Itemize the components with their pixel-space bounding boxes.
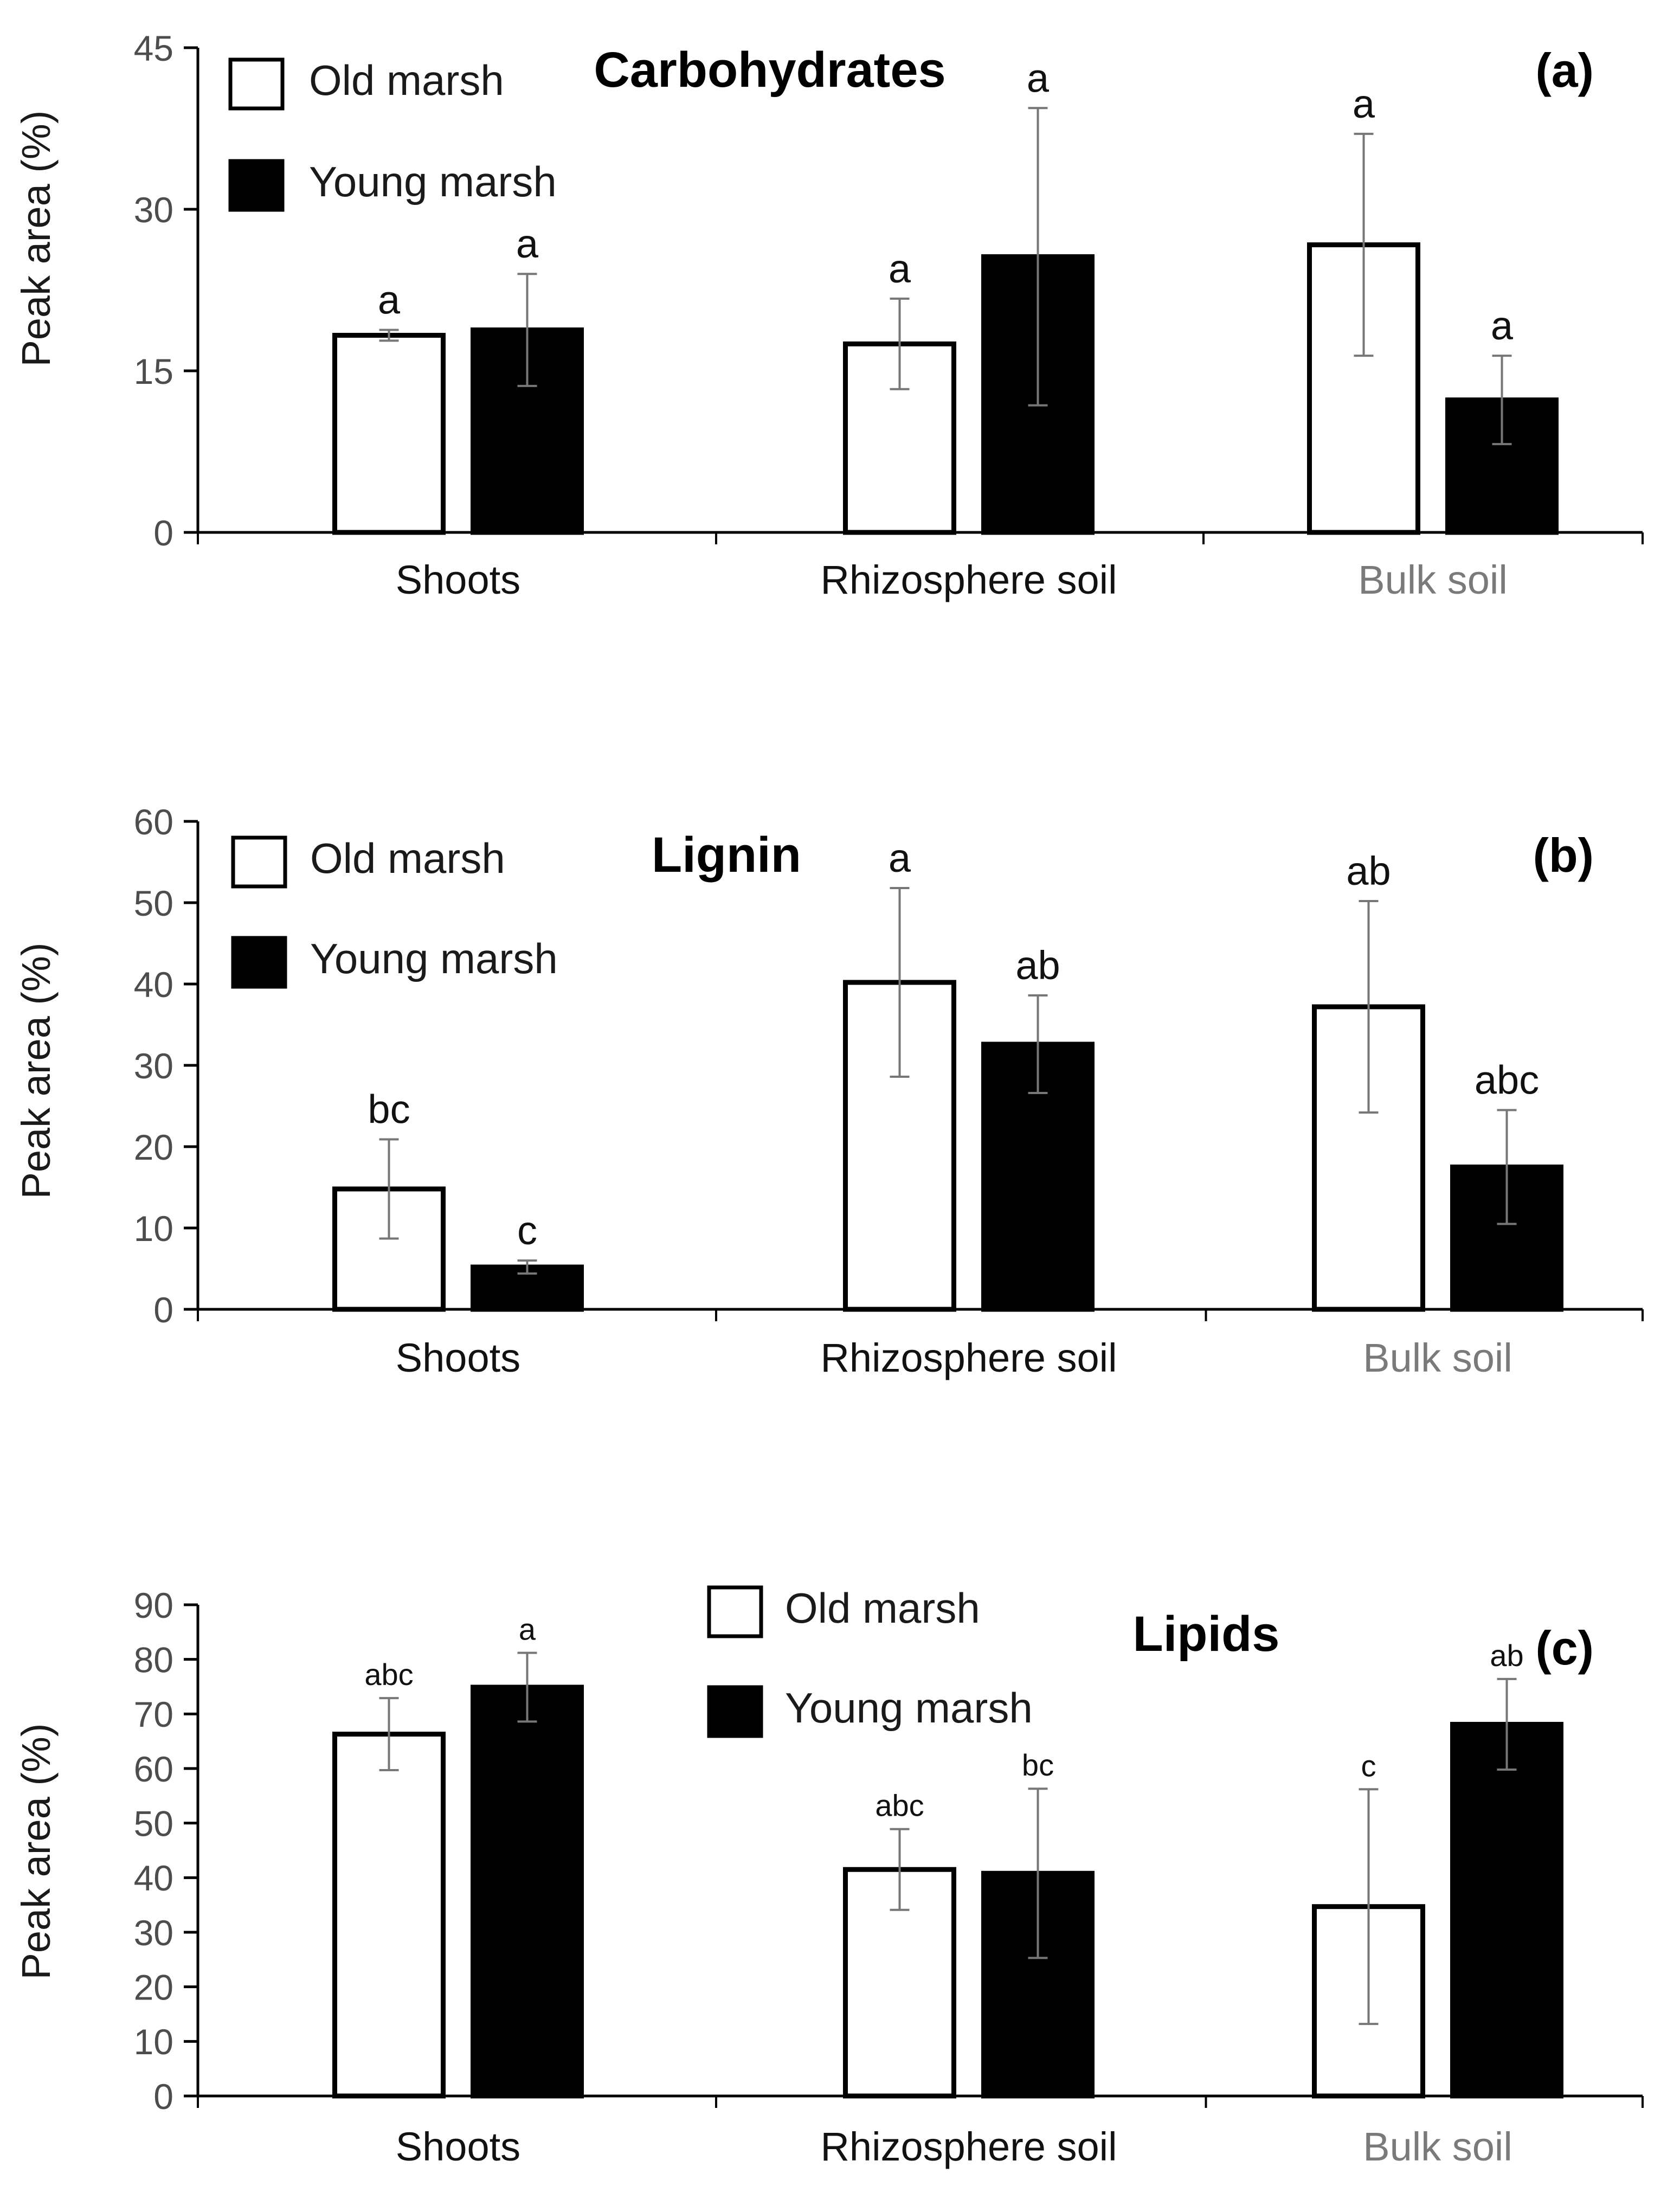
significance-label: a <box>516 221 539 266</box>
y-tick-label: 30 <box>134 190 173 230</box>
legend: Old marsh Young marsh <box>707 1584 1033 1738</box>
bar <box>843 341 956 535</box>
y-tick-label: 0 <box>153 1290 173 1330</box>
y-tick-label: 20 <box>134 1127 173 1167</box>
significance-label: bc <box>368 1087 410 1132</box>
significance-label: a <box>519 1612 536 1647</box>
significance-label: c <box>517 1208 537 1253</box>
y-tick-label: 50 <box>134 1803 173 1843</box>
legend-label: Young marsh <box>309 158 557 205</box>
y-tick-label: 40 <box>134 1858 173 1898</box>
legend-label: Old marsh <box>310 834 505 882</box>
significance-label: a <box>889 835 911 880</box>
y-axis-label: Peak area (%) <box>14 111 59 367</box>
significance-label: abc <box>364 1657 413 1692</box>
y-tick-label: 10 <box>134 1208 173 1249</box>
chart-panel-2: 0 10 20 30 40 50 60 Shoots Rhizosphere soil Bulk … <box>14 802 1644 1380</box>
y-axis-label: Peak area (%) <box>14 943 59 1199</box>
significance-label: c <box>1361 1748 1376 1783</box>
legend-swatch <box>231 835 287 889</box>
legend-swatch <box>707 1685 763 1738</box>
bar <box>471 1684 584 2099</box>
x-tick-label: Shoots <box>396 2124 520 2169</box>
x-tick-label: Rhizosphere soil <box>820 1335 1117 1380</box>
significance-label: a <box>889 246 911 291</box>
y-axis-label: Peak area (%) <box>14 1724 59 1980</box>
x-tick-label: Shoots <box>396 557 520 602</box>
significance-label: ab <box>1015 943 1060 988</box>
x-tick-label: Bulk soil <box>1363 1335 1512 1380</box>
y-tick-label: 60 <box>134 802 173 842</box>
y-tick-label: 80 <box>134 1639 173 1680</box>
legend-label: Old marsh <box>309 56 504 104</box>
panel-label: (c) <box>1535 1621 1594 1675</box>
y-tick-label: 60 <box>134 1749 173 1789</box>
legend: Old marsh Young marsh <box>231 834 558 989</box>
significance-label: a <box>1027 55 1050 100</box>
legend-swatch <box>228 159 285 212</box>
chart-panel-3: 0 10 20 30 40 50 60 70 80 90 Shoots Rhizosphere soi… <box>14 1584 1644 2169</box>
x-tick-label: Bulk soil <box>1358 557 1508 602</box>
bar <box>332 332 446 535</box>
x-tick-label: Rhizosphere soil <box>820 557 1117 602</box>
significance-label: a <box>378 278 401 323</box>
y-tick-label: 90 <box>134 1585 173 1625</box>
panel-label: (b) <box>1533 828 1594 882</box>
legend-label: Old marsh <box>785 1584 980 1632</box>
bar <box>1450 1721 1563 2099</box>
significance-label: bc <box>1022 1748 1054 1782</box>
legend-swatch <box>231 936 287 989</box>
legend: Old marsh Young marsh <box>228 56 557 212</box>
legend-label: Young marsh <box>310 935 558 982</box>
x-tick-label: Bulk soil <box>1363 2124 1512 2169</box>
significance-label: abc <box>1475 1058 1539 1103</box>
chart-title: Lipids <box>1133 1606 1280 1662</box>
legend-label: Young marsh <box>785 1684 1033 1732</box>
y-tick-label: 45 <box>134 28 173 68</box>
y-tick-label: 50 <box>134 883 173 923</box>
y-tick-label: 70 <box>134 1694 173 1734</box>
y-tick-label: 10 <box>134 2022 173 2062</box>
y-tick-label: 30 <box>134 1913 173 1953</box>
chart-panel-1: 0 15 30 45 Shoots Rhizosphere soil Bulk soil a a… <box>14 28 1644 602</box>
y-tick-label: 0 <box>153 2076 173 2117</box>
significance-label: a <box>1353 81 1375 126</box>
chart-title: Carbohydrates <box>594 42 945 98</box>
significance-label: ab <box>1490 1638 1523 1673</box>
legend-swatch <box>228 57 285 111</box>
y-tick-label: 30 <box>134 1046 173 1086</box>
y-tick-label: 40 <box>134 964 173 1005</box>
y-tick-label: 20 <box>134 1967 173 2007</box>
y-tick-label: 15 <box>134 351 173 391</box>
bar <box>332 1732 446 2099</box>
significance-label: ab <box>1346 848 1391 893</box>
significance-label: abc <box>875 1789 924 1823</box>
legend-swatch <box>707 1585 763 1638</box>
x-tick-label: Shoots <box>396 1335 520 1380</box>
y-tick-label: 0 <box>153 513 173 553</box>
x-tick-label: Rhizosphere soil <box>820 2124 1117 2169</box>
significance-label: a <box>1491 303 1514 348</box>
chart-title: Lignin <box>652 827 801 883</box>
panel-label: (a) <box>1535 43 1594 97</box>
